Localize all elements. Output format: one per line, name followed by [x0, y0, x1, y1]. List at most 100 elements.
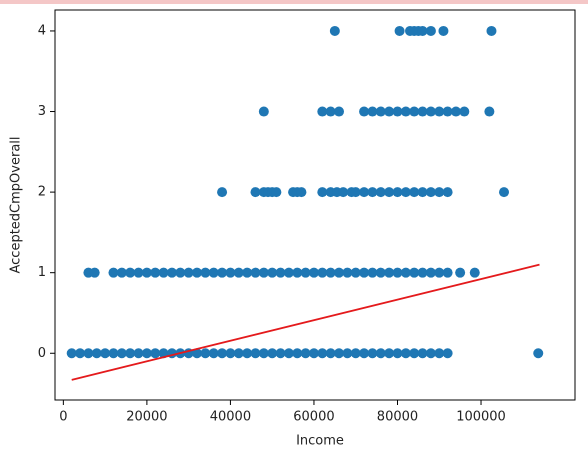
plot-frame	[54, 9, 576, 401]
scatter-point	[409, 348, 420, 359]
scatter-point	[275, 348, 286, 359]
scatter-point	[375, 187, 386, 198]
scatter-point	[434, 187, 445, 198]
scatter-point	[359, 106, 370, 117]
scatter-point	[409, 187, 420, 198]
scatter-point	[417, 25, 428, 36]
scatter-point	[498, 187, 509, 198]
scatter-point	[250, 348, 261, 359]
scatter-point	[384, 267, 395, 278]
scatter-point	[292, 348, 303, 359]
scatter-point	[317, 267, 328, 278]
scatter-point	[334, 267, 345, 278]
scatter-point	[66, 348, 77, 359]
scatter-point	[258, 348, 269, 359]
scatter-point	[308, 267, 319, 278]
scatter-point	[83, 348, 94, 359]
scatter-point	[233, 348, 244, 359]
x-tick-label: 0	[59, 410, 67, 425]
scatter-point	[434, 267, 445, 278]
scatter-point	[125, 267, 136, 278]
scatter-point	[425, 187, 436, 198]
scatter-point	[296, 187, 307, 198]
scatter-point	[325, 348, 336, 359]
scatter-point	[417, 106, 428, 117]
scatter-point	[317, 348, 328, 359]
scatter-point	[375, 348, 386, 359]
scatter-point	[329, 25, 340, 36]
scatter-point	[192, 267, 203, 278]
scatter-point	[183, 267, 194, 278]
scatter-point	[450, 106, 461, 117]
scatter-point	[275, 267, 286, 278]
scatter-point	[89, 267, 100, 278]
scatter-point	[455, 267, 466, 278]
scatter-point	[200, 267, 211, 278]
y-tick-label: 0	[38, 346, 46, 361]
scatter-point	[150, 267, 161, 278]
scatter-point	[425, 106, 436, 117]
scatter-point	[392, 348, 403, 359]
scatter-point	[150, 348, 161, 359]
scatter-point	[438, 25, 449, 36]
scatter-point	[100, 348, 111, 359]
x-tick-label: 20000	[126, 410, 167, 425]
scatter-point	[334, 348, 345, 359]
scatter-point	[208, 348, 219, 359]
scatter-point	[242, 267, 253, 278]
scatter-point	[242, 348, 253, 359]
scatter-point	[141, 267, 152, 278]
x-tick-label: 40000	[210, 410, 251, 425]
scatter-point	[175, 267, 186, 278]
scatter-point	[308, 348, 319, 359]
scatter-point	[459, 106, 470, 117]
scatter-point	[141, 348, 152, 359]
scatter-point	[192, 348, 203, 359]
scatter-point	[116, 267, 127, 278]
y-tick-label: 4	[38, 23, 46, 38]
scatter-point	[409, 267, 420, 278]
scatter-point	[217, 187, 228, 198]
scatter-point	[125, 348, 136, 359]
scatter-point	[133, 348, 144, 359]
scatter-point	[108, 348, 119, 359]
scatter-point	[350, 187, 361, 198]
scatter-point	[417, 348, 428, 359]
scatter-point	[400, 106, 411, 117]
scatter-point	[267, 267, 278, 278]
scatter-point	[158, 267, 169, 278]
scatter-point	[425, 267, 436, 278]
scatter-point	[317, 187, 328, 198]
scatter-point	[484, 106, 495, 117]
scatter-point	[116, 348, 127, 359]
scatter-point	[367, 348, 378, 359]
scatter-point	[359, 348, 370, 359]
scatter-point	[375, 106, 386, 117]
scatter-point	[271, 187, 282, 198]
scatter-point	[325, 267, 336, 278]
scatter-point	[392, 267, 403, 278]
scatter-point	[367, 267, 378, 278]
y-tick-label: 2	[38, 185, 46, 200]
scatter-point	[292, 267, 303, 278]
scatter-point	[258, 106, 269, 117]
scatter-point	[384, 348, 395, 359]
scatter-point	[342, 348, 353, 359]
scatter-point	[425, 348, 436, 359]
top-border	[0, 0, 588, 4]
y-axis-label: AcceptedCmpOverall	[9, 136, 24, 273]
scatter-point	[208, 267, 219, 278]
scatter-point	[233, 267, 244, 278]
scatter-point	[392, 187, 403, 198]
scatter-point	[384, 187, 395, 198]
scatter-point	[400, 267, 411, 278]
scatter-point	[375, 267, 386, 278]
scatter-point	[425, 25, 436, 36]
scatter-point	[400, 187, 411, 198]
scatter-point	[367, 187, 378, 198]
scatter-point	[486, 25, 497, 36]
x-tick-label: 60000	[293, 410, 334, 425]
scatter-point	[225, 348, 236, 359]
